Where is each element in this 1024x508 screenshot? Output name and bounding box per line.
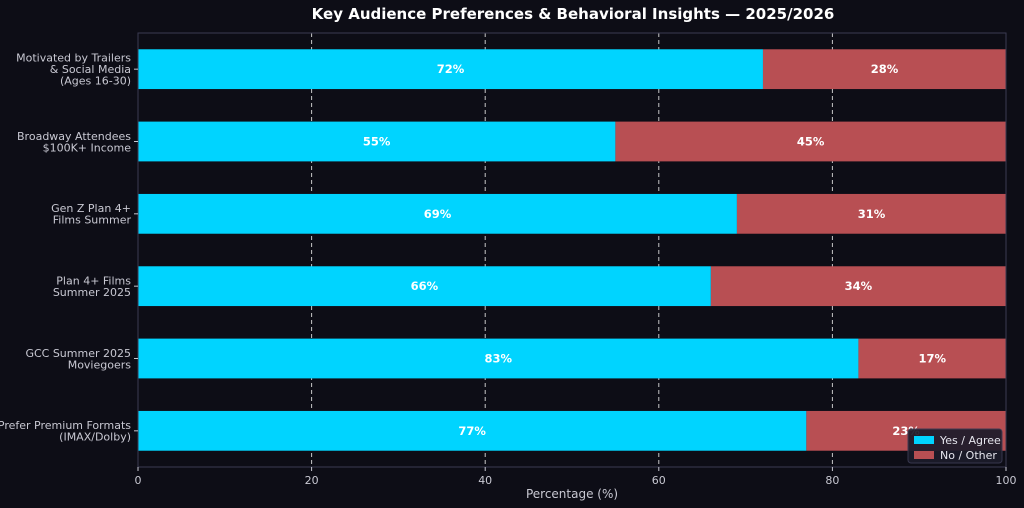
x-axis: 0 20 40 60 80 100: [135, 467, 1017, 487]
bar-label-yes-3: 66%: [411, 279, 439, 293]
category-label-line: Moviegoers: [68, 358, 132, 371]
bar-label-yes-5: 77%: [458, 424, 486, 438]
bar-label-no-3: 34%: [845, 279, 873, 293]
bar-label-no-4: 17%: [918, 352, 946, 366]
x-tick-label-40: 40: [478, 474, 492, 487]
category-label-line: Summer 2025: [53, 286, 131, 299]
legend-label-yes: Yes / Agree: [939, 434, 1001, 447]
bar-label-no-2: 31%: [858, 207, 886, 221]
bar-yes-1: [138, 121, 616, 162]
bars: 72% 28%55% 45%69% 31%66% 34%83% 17%77% 23%: [138, 49, 1006, 451]
bar-label-yes-2: 69%: [424, 207, 452, 221]
x-tick-label-100: 100: [996, 474, 1017, 487]
category-label-line: (IMAX/Dolby): [59, 431, 131, 444]
bar-no-3: [710, 266, 1006, 307]
bar-yes-4: [138, 338, 859, 379]
bar-label-yes-1: 55%: [363, 135, 391, 149]
plot-frame: [137, 32, 1007, 468]
legend: Yes / Agree No / Other: [907, 428, 1003, 464]
bar-yes-5: [138, 410, 807, 451]
category-label-line: Prefer Premium Formats: [0, 419, 131, 432]
category-label-line: Gen Z Plan 4+: [51, 202, 131, 215]
category-label-1: Broadway Attendees $100K+ Income: [17, 130, 131, 155]
category-label-line: & Social Media: [50, 63, 131, 76]
category-label-line: (Ages 16-30): [60, 75, 131, 88]
bar-no-2: [736, 193, 1006, 234]
category-label-line: Broadway Attendees: [17, 130, 131, 143]
bar-yes-3: [138, 266, 711, 307]
category-label-line: Films Summer: [53, 214, 132, 227]
category-label-4: GCC Summer 2025 Moviegoers: [25, 347, 131, 372]
category-label-line: GCC Summer 2025: [25, 347, 131, 360]
y-axis: Motivated by Trailers & Social Media (Ages…: [0, 52, 138, 444]
bar-label-yes-0: 72%: [437, 62, 465, 76]
category-label-0: Motivated by Trailers & Social Media (Ages…: [16, 52, 131, 88]
grid-lines: [311, 33, 833, 467]
category-label-3: Plan 4+ Films Summer 2025: [53, 274, 131, 299]
x-tick-label-60: 60: [652, 474, 666, 487]
bar-yes-2: [138, 193, 737, 234]
bar-no-1: [615, 121, 1006, 162]
bar-no-4: [858, 338, 1006, 379]
category-label-2: Gen Z Plan 4+ Films Summer: [51, 202, 131, 227]
x-tick-label-0: 0: [135, 474, 142, 487]
category-label-line: Motivated by Trailers: [16, 52, 131, 65]
bar-label-no-1: 45%: [797, 135, 825, 149]
x-tick-label-80: 80: [825, 474, 839, 487]
bar-label-yes-4: 83%: [484, 352, 512, 366]
bar-yes-0: [138, 49, 763, 90]
category-label-5: Prefer Premium Formats (IMAX/Dolby): [0, 419, 131, 444]
bar-label-no-0: 28%: [871, 62, 899, 76]
x-tick-label-20: 20: [305, 474, 319, 487]
legend-swatch-yes: [914, 436, 934, 444]
legend-swatch-no: [914, 451, 934, 459]
category-label-line: $100K+ Income: [43, 141, 132, 154]
legend-label-no: No / Other: [940, 449, 997, 462]
x-axis-label: Percentage (%): [526, 487, 618, 501]
chart-title: Key Audience Preferences & Behavioral In…: [312, 5, 835, 23]
bar-no-0: [762, 49, 1006, 90]
category-label-line: Plan 4+ Films: [56, 274, 131, 287]
